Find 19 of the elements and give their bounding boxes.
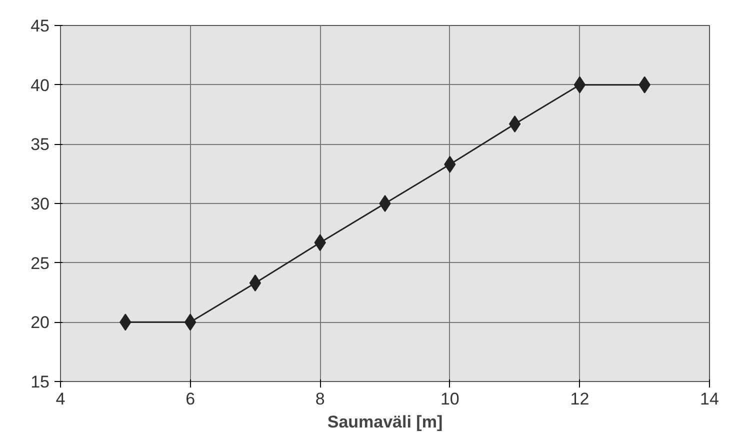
y-tick-label: 20 xyxy=(30,313,50,332)
x-tick-label: 4 xyxy=(56,390,66,408)
point xyxy=(574,76,586,94)
y-tick-label: 40 xyxy=(30,76,50,95)
x-tick-label: 10 xyxy=(440,390,460,408)
point xyxy=(249,274,262,292)
x-tick-label: 8 xyxy=(315,390,325,408)
x-tick-label: 6 xyxy=(186,390,196,408)
point xyxy=(508,115,521,132)
x-tick-label: 14 xyxy=(700,390,719,408)
y-tick-label: 15 xyxy=(30,372,50,392)
y-tick-label: 30 xyxy=(30,194,50,214)
point xyxy=(184,314,196,331)
x-axis-title: Saumaväli [m] xyxy=(327,412,443,432)
point xyxy=(379,195,391,212)
y-tick-label: 45 xyxy=(30,16,50,36)
y-tick-label: 35 xyxy=(30,135,50,154)
y-tick-label: 25 xyxy=(30,254,50,273)
x-tick-label: 12 xyxy=(570,390,590,408)
